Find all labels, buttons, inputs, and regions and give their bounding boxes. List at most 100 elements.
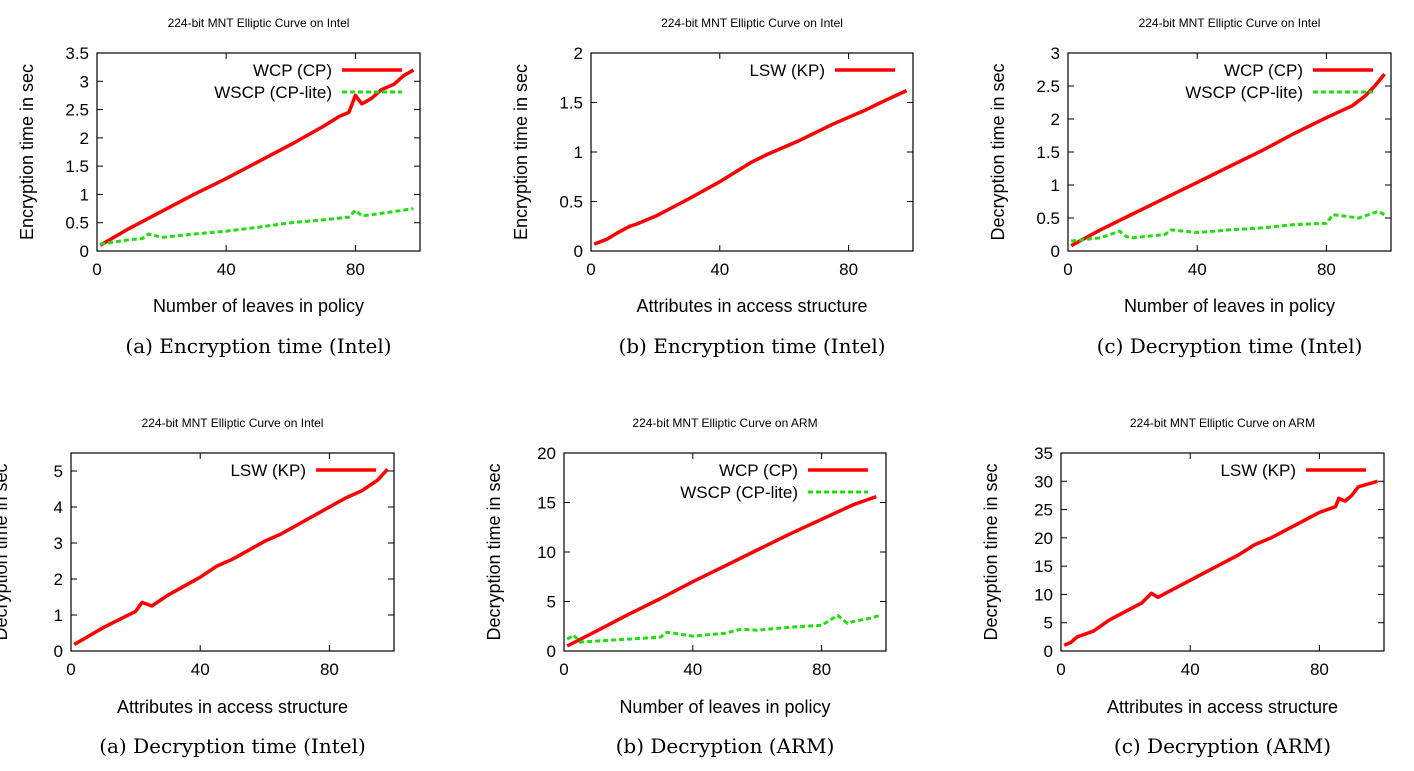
series-line-lsw-kp: [1063, 479, 1378, 647]
y-tick-label: 1: [1051, 176, 1060, 195]
chart-title: 224-bit MNT Elliptic Curve on Intel: [1139, 16, 1321, 30]
x-axis-label: Attributes in access structure: [117, 697, 348, 717]
chart-panel-3: 224-bit MNT Elliptic Curve on Intel 0 0.5 1…: [988, 16, 1392, 358]
x-tick-label: 80: [346, 260, 365, 279]
chart-title: 224-bit MNT Elliptic Curve on ARM: [632, 416, 817, 430]
figure-caption: (b) Encryption time (Intel): [618, 334, 885, 358]
series-line-wscp-cp-lite: [566, 613, 881, 644]
y-tick-label: 3: [1051, 44, 1060, 63]
legend-label: WCP (CP): [1224, 61, 1303, 80]
x-tick-label: 40: [1188, 260, 1207, 279]
y-tick-label: 4: [54, 498, 63, 517]
y-axis-label: Decryption time in sec: [484, 463, 504, 640]
x-axis-label: Attributes in access structure: [1107, 697, 1338, 717]
y-tick-label: 15: [1034, 557, 1053, 576]
y-tick-label: 5: [54, 462, 63, 481]
x-tick-label: 40: [1181, 660, 1200, 679]
y-tick-label: 30: [1034, 472, 1053, 491]
x-tick-label: 0: [1063, 260, 1072, 279]
y-axis-label: Decryption time in sec: [988, 63, 1008, 240]
series-line-wcp-cp: [99, 68, 415, 247]
y-tick-label: 0: [574, 242, 583, 261]
legend-label: WSCP (CP-lite): [1185, 83, 1303, 102]
x-tick-label: 40: [683, 660, 702, 679]
y-tick-label: 5: [1044, 614, 1053, 633]
chart-title: 224-bit MNT Elliptic Curve on Intel: [661, 16, 843, 30]
series-line-wscp-cp-lite: [99, 207, 414, 246]
x-axis-label: Number of leaves in policy: [153, 296, 364, 316]
chart-panel-4: 224-bit MNT Elliptic Curve on Intel 0 1 2 3 4…: [0, 416, 395, 758]
y-axis-label: Decryption time in sec: [0, 463, 11, 640]
y-tick-label: 3: [54, 534, 63, 553]
chart-panel-6: 224-bit MNT Elliptic Curve on ARM 0 5 10 15 2…: [981, 416, 1385, 758]
series-line-wcp-cp: [566, 494, 877, 648]
legend-label: WSCP (CP-lite): [214, 83, 332, 102]
y-tick-label: 1: [574, 143, 583, 162]
y-tick-label: 1: [54, 606, 63, 625]
y-tick-label: 15: [537, 494, 556, 513]
chart-title: 224-bit MNT Elliptic Curve on Intel: [168, 16, 350, 30]
x-tick-label: 80: [1317, 260, 1336, 279]
y-tick-label: 10: [537, 543, 556, 562]
y-axis-label: Encryption time in sec: [511, 64, 531, 240]
chart-title: 224-bit MNT Elliptic Curve on ARM: [1130, 416, 1315, 430]
x-axis-label: Attributes in access structure: [636, 296, 867, 316]
x-tick-label: 0: [92, 260, 101, 279]
legend-label: WCP (CP): [253, 61, 332, 80]
y-tick-label: 0: [1044, 642, 1053, 661]
plot-frame: [70, 452, 395, 652]
x-tick-label: 80: [812, 660, 831, 679]
x-tick-label: 40: [710, 260, 729, 279]
y-tick-label: 3.5: [65, 44, 89, 63]
y-tick-label: 0: [54, 642, 63, 661]
y-tick-label: 3: [80, 72, 89, 91]
plot-frame: [96, 52, 421, 252]
x-tick-label: 0: [559, 660, 568, 679]
y-tick-label: 25: [1034, 501, 1053, 520]
y-tick-label: 0.5: [65, 214, 89, 233]
x-tick-label: 0: [586, 260, 595, 279]
y-tick-label: 1.5: [1036, 143, 1060, 162]
legend-label: LSW (KP): [749, 61, 825, 80]
x-tick-label: 80: [320, 660, 339, 679]
y-tick-label: 2.5: [65, 101, 89, 120]
chart-title: 224-bit MNT Elliptic Curve on Intel: [142, 416, 324, 430]
legend-label: LSW (KP): [1220, 461, 1296, 480]
chart-panel-2: 224-bit MNT Elliptic Curve on Intel 0 0.5 1…: [511, 16, 914, 358]
x-tick-label: 80: [839, 260, 858, 279]
y-tick-label: 0.5: [559, 193, 583, 212]
y-tick-label: 20: [1034, 529, 1053, 548]
y-tick-label: 2: [80, 129, 89, 148]
figure-caption: (a) Encryption time (Intel): [125, 334, 391, 358]
x-tick-label: 0: [66, 660, 75, 679]
y-axis-label: Encryption time in sec: [17, 64, 37, 240]
y-axis-label: Decryption time in sec: [981, 463, 1001, 640]
legend-label: WSCP (CP-lite): [680, 483, 798, 502]
x-tick-label: 40: [217, 260, 236, 279]
x-tick-label: 0: [1056, 660, 1065, 679]
y-tick-label: 5: [547, 593, 556, 612]
y-tick-label: 0: [1051, 242, 1060, 261]
y-tick-label: 35: [1034, 444, 1053, 463]
y-tick-label: 2: [1051, 110, 1060, 129]
series-line-wscp-cp-lite: [1071, 209, 1386, 243]
legend-label: WCP (CP): [719, 461, 798, 480]
figure-caption: (a) Decryption time (Intel): [99, 734, 366, 758]
series-line-lsw-kp: [73, 468, 389, 647]
y-tick-label: 20: [537, 444, 556, 463]
series-line-lsw-kp: [593, 89, 908, 246]
plot-frame: [1060, 452, 1385, 652]
legend-label: LSW (KP): [230, 461, 306, 480]
y-tick-label: 2.5: [1036, 77, 1060, 96]
x-axis-label: Number of leaves in policy: [1124, 296, 1335, 316]
x-tick-label: 80: [1310, 660, 1329, 679]
figure-caption: (c) Decryption (ARM): [1114, 734, 1331, 758]
y-tick-label: 10: [1034, 585, 1053, 604]
x-tick-label: 40: [191, 660, 210, 679]
chart-panel-5: 224-bit MNT Elliptic Curve on ARM 0 5 10 15 2…: [484, 416, 887, 758]
chart-panel-1: 224-bit MNT Elliptic Curve on Intel 0 0.5 1…: [17, 16, 421, 358]
y-tick-label: 0.5: [1036, 209, 1060, 228]
y-tick-label: 0: [80, 242, 89, 261]
y-tick-label: 1.5: [559, 94, 583, 113]
